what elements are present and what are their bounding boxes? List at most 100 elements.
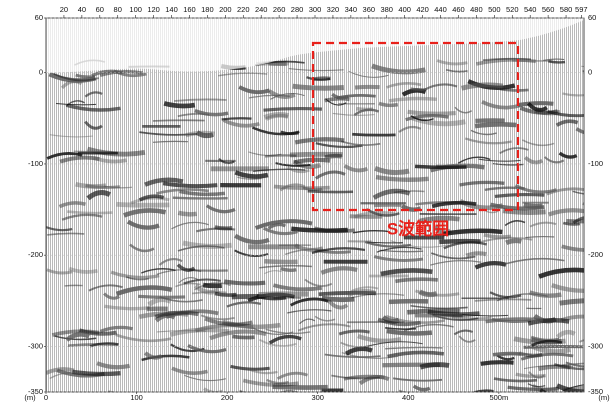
reflector — [484, 235, 511, 237]
x-tick-label: 100 — [130, 393, 143, 402]
reflector — [308, 191, 353, 192]
annotation: S波範囲 — [387, 218, 449, 238]
reflector — [493, 354, 521, 355]
y-tick-label: -200 — [28, 250, 43, 259]
reflector — [584, 135, 616, 137]
reflector — [264, 261, 297, 262]
y-tick-label: 60 — [35, 13, 43, 22]
reflector — [293, 86, 344, 88]
chart: S波範囲 (m) (m) 606000-100-100-200-200-300-… — [0, 0, 616, 402]
y2-tick-label: 0 — [588, 68, 592, 77]
reflector — [203, 285, 222, 286]
reflector — [395, 279, 438, 281]
y-tick-label: 0 — [39, 68, 43, 77]
x2-tick-label: 180 — [201, 5, 214, 14]
reflector — [67, 212, 112, 214]
x2-tick-label: 460 — [452, 5, 465, 14]
reflector — [415, 166, 466, 167]
reflector — [379, 103, 398, 105]
reflector — [374, 205, 402, 206]
reflector — [273, 387, 328, 388]
reflector — [408, 112, 456, 114]
reflector — [506, 241, 521, 243]
reflector — [389, 301, 428, 302]
y2-tick-label: -300 — [588, 341, 603, 350]
reflector — [356, 109, 373, 110]
reflector — [495, 195, 545, 197]
x2-tick-label: 60 — [96, 5, 104, 14]
x2-tick-label: 520 — [506, 5, 519, 14]
x2-tick-label: 320 — [327, 5, 340, 14]
x-tick-label: 300 — [311, 393, 324, 402]
x2-tick-label: 380 — [380, 5, 393, 14]
x-tick-label: 0 — [44, 393, 48, 402]
reflector — [481, 362, 514, 364]
x2-tick-label: 420 — [416, 5, 429, 14]
reflector — [258, 294, 308, 295]
x2-tick-label: 480 — [470, 5, 483, 14]
reflector — [222, 118, 252, 119]
x2-tick-label: 240 — [255, 5, 268, 14]
reflector — [518, 103, 553, 105]
reflector — [355, 87, 380, 88]
body: S波範囲 (m) (m) 606000-100-100-200-200-300-… — [0, 0, 616, 402]
x2-tick-label: 220 — [237, 5, 250, 14]
x2-tick-label: 100 — [129, 5, 142, 14]
x2-tick-label: 120 — [147, 5, 160, 14]
reflector — [281, 269, 297, 271]
y2-tick-label: 60 — [588, 13, 596, 22]
reflector — [232, 336, 254, 337]
reflector — [153, 120, 205, 121]
reflector — [178, 213, 196, 215]
reflector — [74, 151, 112, 152]
reflector — [173, 198, 228, 199]
reflector — [376, 177, 429, 180]
x2-tick-label: 40 — [78, 5, 86, 14]
reflector — [68, 344, 118, 345]
y-tick-label: -350 — [28, 387, 43, 396]
x2-tick-label: 140 — [165, 5, 178, 14]
x2-tick-label: 340 — [345, 5, 358, 14]
reflector — [583, 70, 603, 73]
y2-tick-label: -100 — [588, 159, 603, 168]
x2-tick-label: 500 — [488, 5, 501, 14]
reflector — [291, 229, 348, 231]
y2-tick-label: -350 — [588, 387, 603, 396]
reflector — [215, 293, 237, 295]
x2-tick-label: 160 — [183, 5, 196, 14]
x2-tick-label: 260 — [273, 5, 286, 14]
x2-tick-label: 597 — [575, 5, 588, 14]
reflector — [560, 301, 611, 304]
x2-tick-label: 560 — [542, 5, 555, 14]
reflector — [581, 66, 616, 68]
reflector — [224, 281, 265, 283]
y-tick-label: -100 — [28, 159, 43, 168]
x-tick-label: 200 — [221, 393, 234, 402]
x2-tick-label: 400 — [398, 5, 411, 14]
reflector — [352, 134, 395, 135]
reflector — [387, 331, 432, 333]
reflector — [524, 205, 543, 207]
reflector — [138, 296, 185, 297]
reflector — [186, 133, 215, 135]
x2-tick-label: 20 — [60, 5, 68, 14]
reflector — [290, 154, 343, 155]
reflector — [411, 89, 427, 90]
reflector — [548, 61, 565, 62]
x2-tick-label: 280 — [291, 5, 304, 14]
x2-tick-label: 580 — [560, 5, 573, 14]
x2-tick-label: 300 — [309, 5, 322, 14]
x2-tick-label: 360 — [363, 5, 376, 14]
x-tick-label: 500m — [489, 393, 508, 402]
reflector — [583, 204, 616, 208]
x2-tick-label: 200 — [219, 5, 232, 14]
reflector — [164, 103, 195, 106]
x2-tick-label: 540 — [524, 5, 537, 14]
x-tick-label: 400 — [402, 393, 415, 402]
y2-tick-label: -200 — [588, 250, 603, 259]
reflector — [439, 241, 480, 242]
y-tick-label: -300 — [28, 341, 43, 350]
reflector — [116, 204, 169, 205]
reflector — [420, 365, 449, 368]
x2-tick-label: 80 — [114, 5, 122, 14]
